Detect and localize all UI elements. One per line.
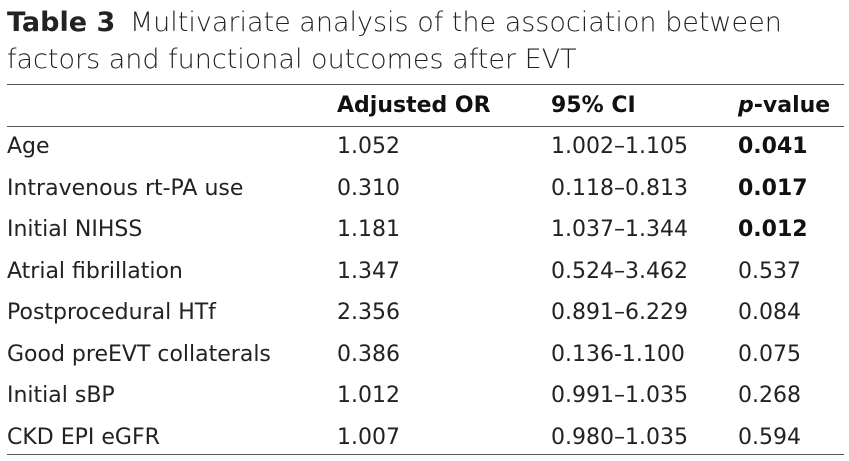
table-row: Intravenous rt-PA use 0.310 0.118–0.813 0.0… — [0, 169, 849, 209]
row-adjusted-or: 1.347 — [337, 258, 400, 284]
header-p-italic: p — [738, 93, 754, 118]
top-rule — [7, 84, 844, 85]
row-ci: 0.524–3.462 — [551, 258, 688, 284]
row-factor: Initial sBP — [7, 383, 115, 408]
row-ci: 1.037–1.344 — [551, 217, 688, 242]
table-row: Postprocedural HTf 2.356 0.891–6.229 0.084 — [0, 293, 849, 333]
row-p-value: 0.017 — [738, 175, 808, 201]
header-ci: 95% CI — [551, 93, 636, 118]
row-adjusted-or: 1.181 — [337, 217, 400, 242]
table-row: Age 1.052 1.002–1.105 0.041 — [0, 127, 849, 167]
row-p-value: 0.012 — [738, 217, 808, 242]
header-adjusted-or: Adjusted OR — [337, 93, 491, 118]
row-factor: Initial NIHSS — [7, 217, 143, 242]
row-p-value: 0.537 — [738, 258, 801, 284]
row-ci: 1.002–1.105 — [551, 134, 688, 159]
row-adjusted-or: 2.356 — [337, 300, 400, 325]
table-label: Table 3 — [7, 7, 116, 38]
row-adjusted-or: 1.012 — [337, 383, 400, 408]
row-factor: Good preEVT collaterals — [7, 341, 271, 367]
row-factor: Age — [7, 134, 50, 159]
table-row: Good preEVT collaterals 0.386 0.136-1.100 0… — [0, 335, 849, 375]
row-factor: Intravenous rt-PA use — [7, 175, 244, 201]
row-p-value: 0.268 — [738, 383, 801, 408]
row-factor: CKD EPI eGFR — [7, 424, 160, 450]
table-row: Atrial fibrillation 1.347 0.524–3.462 0.537 — [0, 252, 849, 292]
row-ci: 0.980–1.035 — [551, 424, 688, 450]
table-row: CKD EPI eGFR 1.007 0.980–1.035 0.594 — [0, 418, 849, 458]
row-p-value: 0.041 — [738, 134, 808, 159]
row-ci: 0.891–6.229 — [551, 300, 688, 325]
row-p-value: 0.084 — [738, 300, 801, 325]
row-adjusted-or: 1.007 — [337, 424, 400, 450]
row-p-value: 0.594 — [738, 424, 801, 450]
row-ci: 0.136-1.100 — [551, 341, 685, 367]
header-p-value: p-value — [738, 86, 830, 126]
row-factor: Atrial fibrillation — [7, 258, 183, 284]
row-ci: 0.118–0.813 — [551, 175, 688, 201]
table-caption: Table 3 Multivariate analysis of the ass… — [7, 4, 842, 78]
row-adjusted-or: 0.310 — [337, 175, 400, 201]
table-header: Adjusted OR 95% CI p-value — [0, 86, 849, 126]
row-ci: 0.991–1.035 — [551, 383, 688, 408]
table-row: Initial NIHSS 1.181 1.037–1.344 0.012 — [0, 210, 849, 250]
header-rule — [7, 126, 844, 127]
row-adjusted-or: 0.386 — [337, 341, 400, 367]
row-p-value: 0.075 — [738, 341, 801, 367]
row-adjusted-or: 1.052 — [337, 134, 400, 159]
header-p-rest: -value — [753, 93, 831, 118]
table-title: Multivariate analysis of the association… — [7, 7, 782, 75]
row-factor: Postprocedural HTf — [7, 300, 216, 325]
table-row: Initial sBP 1.012 0.991–1.035 0.268 — [0, 376, 849, 416]
bottom-rule — [7, 454, 844, 455]
